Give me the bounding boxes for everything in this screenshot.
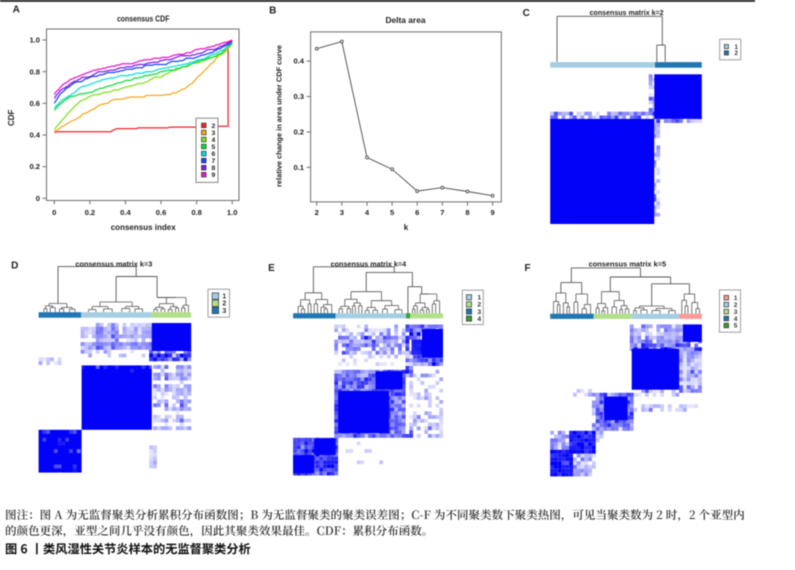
svg-text:0.4: 0.4 [293,57,304,66]
svg-text:F: F [524,263,530,274]
svg-text:consensus matrix k=5: consensus matrix k=5 [589,259,667,268]
svg-text:D: D [11,261,18,272]
svg-text:3: 3 [734,309,738,316]
svg-text:3: 3 [340,208,344,217]
svg-text:0.1: 0.1 [293,163,304,172]
svg-text:0.3: 0.3 [293,92,304,101]
svg-text:1: 1 [734,295,738,302]
svg-text:consensus matrix k=4: consensus matrix k=4 [331,259,407,268]
svg-text:5: 5 [390,208,395,217]
svg-text:9: 9 [212,172,216,179]
svg-text:4: 4 [734,316,738,323]
svg-text:0.4: 0.4 [120,208,131,217]
svg-text:1: 1 [735,44,739,51]
svg-text:1: 1 [222,294,226,301]
svg-text:0.4: 0.4 [29,131,40,140]
svg-text:7: 7 [440,208,444,217]
svg-text:8: 8 [465,208,469,217]
svg-text:1.0: 1.0 [29,36,40,45]
svg-text:0.6: 0.6 [29,99,40,108]
svg-text:4: 4 [477,316,481,323]
svg-text:CDF: CDF [7,109,16,126]
svg-text:9: 9 [490,208,494,217]
svg-text:0.8: 0.8 [191,208,202,217]
svg-text:2: 2 [477,302,481,309]
svg-text:consensus CDF: consensus CDF [117,15,170,24]
svg-text:1: 1 [477,295,481,302]
svg-text:7: 7 [212,158,216,165]
svg-text:0.8: 0.8 [29,67,40,76]
svg-text:A: A [13,5,20,16]
svg-text:6: 6 [415,208,419,217]
svg-text:2: 2 [734,302,738,309]
svg-text:k: k [404,223,409,232]
svg-text:consensus index: consensus index [111,223,176,232]
svg-text:0.2: 0.2 [293,128,304,137]
svg-text:Delta area: Delta area [385,15,425,25]
svg-text:2: 2 [735,50,739,57]
svg-text:4: 4 [365,208,370,217]
svg-text:1.0: 1.0 [227,208,238,217]
svg-text:5: 5 [734,323,738,330]
svg-text:consensus matrix k=3: consensus matrix k=3 [75,259,152,268]
svg-text:0: 0 [36,194,40,203]
svg-text:3: 3 [222,308,226,315]
svg-text:3: 3 [477,309,481,316]
svg-text:3: 3 [212,130,216,137]
svg-text:4: 4 [212,137,216,144]
svg-text:2: 2 [315,208,319,217]
svg-text:2: 2 [222,301,226,308]
svg-text:E: E [268,263,275,274]
svg-text:2: 2 [212,123,216,130]
svg-text:0: 0 [52,208,56,217]
svg-text:0.2: 0.2 [85,208,96,217]
svg-text:5: 5 [212,144,216,151]
svg-text:C: C [523,8,530,19]
svg-text:0.2: 0.2 [29,162,40,171]
svg-text:B: B [269,6,276,17]
svg-text:6: 6 [212,151,216,158]
svg-text:relative change in area under: relative change in area under CDF curve [277,45,284,187]
svg-text:0.6: 0.6 [156,208,167,217]
svg-text:consensus matrix k=2: consensus matrix k=2 [590,8,664,17]
svg-text:8: 8 [212,165,216,172]
